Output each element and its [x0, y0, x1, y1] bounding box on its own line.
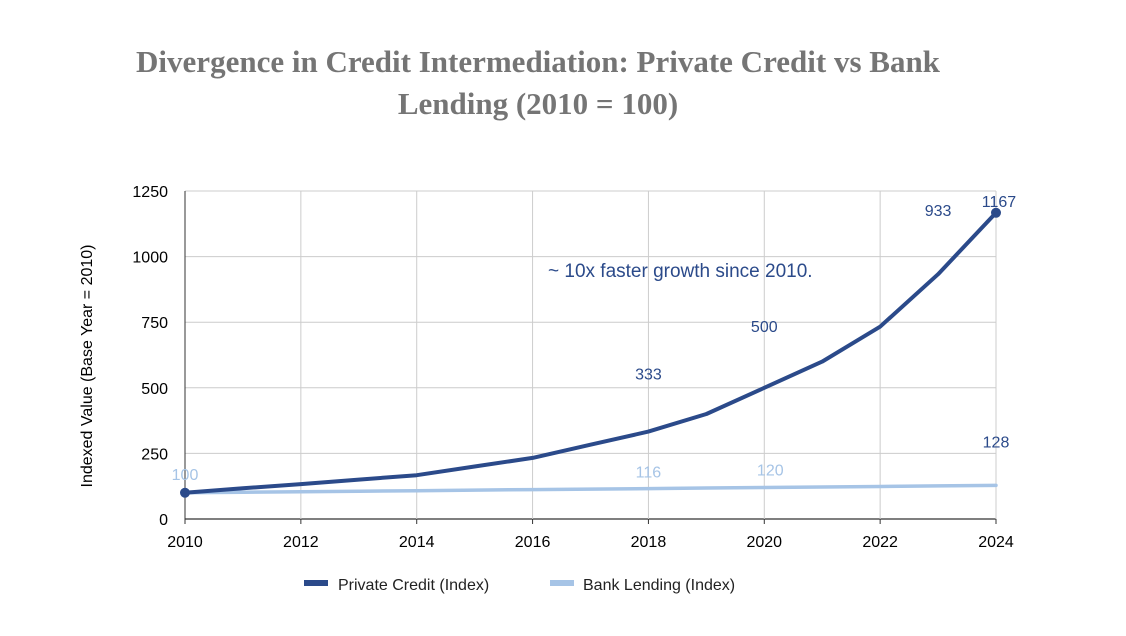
gridlines: [184, 190, 997, 524]
data-label: 1167: [982, 194, 1017, 211]
chart-title-line-1: Divergence in Credit Intermediation: Pri…: [136, 44, 941, 79]
data-label: 116: [636, 465, 662, 482]
x-tick-label: 2022: [862, 534, 898, 551]
y-tick-label: 1250: [132, 184, 168, 201]
legend: Private Credit (Index) Bank Lending (Ind…: [304, 577, 735, 594]
data-label: 500: [751, 319, 778, 336]
legend-swatch-bank-lending: [550, 580, 574, 586]
x-tick-label: 2012: [283, 534, 319, 551]
data-label: 120: [757, 463, 784, 480]
series-point-private-credit: [180, 487, 190, 498]
data-label: 100: [172, 467, 199, 484]
y-tick-label: 1000: [132, 250, 168, 267]
data-labels: 333 500 933 1167 128 100 116 120: [172, 194, 1017, 484]
series-group: [180, 207, 1001, 498]
y-axis-ticks: 0 250 500 750 1000 1250: [132, 184, 168, 529]
growth-annotation: ~ 10x faster growth since 2010.: [548, 261, 813, 282]
x-tick-label: 2016: [515, 534, 551, 551]
legend-label-bank-lending: Bank Lending (Index): [583, 577, 735, 594]
series-point-private-credit: [991, 207, 1001, 218]
x-tick-label: 2020: [746, 534, 782, 551]
x-tick-label: 2018: [631, 534, 667, 551]
y-tick-label: 750: [141, 315, 168, 332]
data-label: 128: [983, 434, 1010, 451]
legend-swatch-private-credit: [304, 580, 328, 586]
y-axis-title: Indexed Value (Base Year = 2010): [79, 245, 96, 488]
series-line-private-credit: [183, 210, 998, 495]
x-axis-ticks: 2010 2012 2014 2016 2018 2020 2022 2024: [167, 534, 1014, 551]
x-tick-label: 2024: [978, 534, 1014, 551]
x-tick-label: 2014: [399, 534, 435, 551]
chart-title-line-2: Lending (2010 = 100): [398, 86, 678, 121]
x-tick-label: 2010: [167, 534, 203, 551]
y-tick-label: 0: [159, 512, 168, 529]
y-tick-label: 250: [141, 446, 168, 463]
series-line-bank-lending: [183, 483, 998, 495]
legend-label-private-credit: Private Credit (Index): [338, 577, 489, 594]
data-label: 333: [635, 367, 662, 384]
y-tick-label: 500: [141, 381, 168, 398]
data-label: 933: [925, 203, 952, 220]
